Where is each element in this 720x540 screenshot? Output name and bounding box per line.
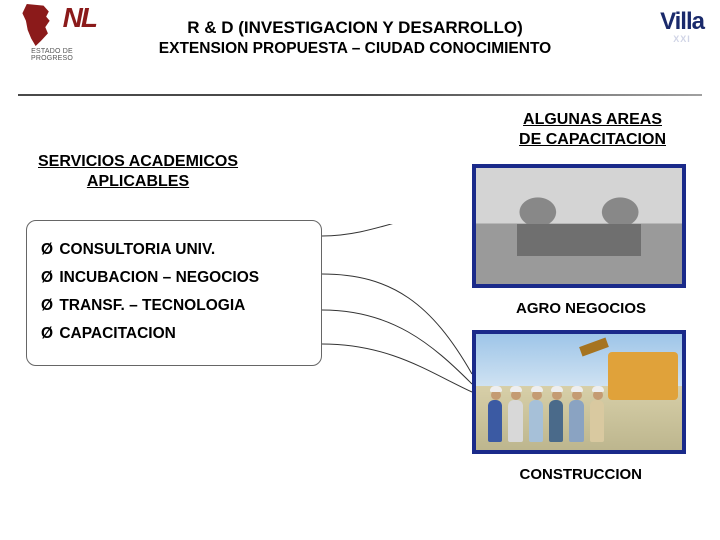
- nl-silhouette-icon: [18, 4, 62, 46]
- title-line-1: R & D (INVESTIGACION Y DESARROLLO): [112, 18, 598, 38]
- list-item-label: TRANSF. – TECNOLOGIA: [59, 297, 245, 314]
- servicios-title-l1: SERVICIOS ACADEMICOS: [38, 153, 238, 170]
- bullet-arrow-icon: Ø: [41, 325, 55, 343]
- person-icon: [508, 400, 522, 442]
- caption-agro: AGRO NEGOCIOS: [516, 300, 646, 317]
- list-item: Ø CONSULTORIA UNIV.: [41, 241, 307, 259]
- list-item: Ø CAPACITACION: [41, 325, 307, 343]
- image-construccion: [472, 330, 686, 454]
- list-item-label: CONSULTORIA UNIV.: [59, 241, 215, 258]
- person-icon: [590, 400, 604, 442]
- title-line-2: EXTENSION PROPUESTA – CIUDAD CONOCIMIENT…: [112, 40, 598, 58]
- caption-construccion: CONSTRUCCION: [520, 466, 643, 483]
- person-icon: [529, 400, 543, 442]
- title-block: R & D (INVESTIGACION Y DESARROLLO) EXTEN…: [112, 8, 598, 58]
- servicios-title-l2: APLICABLES: [87, 173, 189, 190]
- image-agro-placeholder-icon: [476, 168, 682, 284]
- bullet-arrow-icon: Ø: [41, 241, 55, 259]
- logo-villa-main: Villa: [660, 8, 704, 36]
- bullet-arrow-icon: Ø: [41, 269, 55, 287]
- logo-villa: Villa XXI: [660, 8, 704, 44]
- areas-title-l1: ALGUNAS AREAS: [523, 111, 662, 128]
- person-icon: [488, 400, 502, 442]
- header: NL ESTADO DE PROGRESO R & D (INVESTIGACI…: [0, 0, 720, 90]
- areas-title-l2: DE CAPACITACION: [519, 131, 666, 148]
- person-icon: [569, 400, 583, 442]
- person-icon: [549, 400, 563, 442]
- list-item-label: CAPACITACION: [59, 325, 176, 342]
- list-item: Ø INCUBACION – NEGOCIOS: [41, 269, 307, 287]
- bullet-arrow-icon: Ø: [41, 297, 55, 315]
- services-list-box: Ø CONSULTORIA UNIV. Ø INCUBACION – NEGOC…: [26, 220, 322, 366]
- list-item-label: INCUBACION – NEGOCIOS: [59, 269, 259, 286]
- people-row: [488, 386, 604, 442]
- logo-nl: NL ESTADO DE PROGRESO: [12, 4, 92, 74]
- logo-nl-letters: NL: [63, 2, 96, 34]
- image-agro: [472, 164, 686, 288]
- image-construccion-placeholder-icon: [476, 334, 682, 450]
- areas-title: ALGUNAS AREAS DE CAPACITACION: [519, 110, 666, 150]
- list-item: Ø TRANSF. – TECNOLOGIA: [41, 297, 307, 315]
- machinery-icon: [608, 352, 678, 400]
- servicios-title: SERVICIOS ACADEMICOS APLICABLES: [38, 152, 238, 192]
- content-area: ALGUNAS AREAS DE CAPACITACION SERVICIOS …: [0, 96, 720, 536]
- connector-lines-icon: [322, 224, 482, 454]
- logo-nl-tagline: ESTADO DE PROGRESO: [12, 48, 92, 62]
